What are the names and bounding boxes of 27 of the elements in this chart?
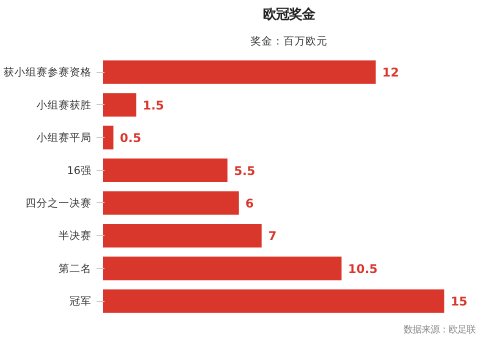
data-label: 12 bbox=[382, 66, 399, 80]
data-label: 6 bbox=[245, 196, 254, 210]
bar bbox=[102, 158, 228, 184]
chart-title: 欧冠奖金 bbox=[263, 8, 316, 22]
y-tick-label: 小组赛获胜 bbox=[36, 98, 92, 112]
data-label: 7 bbox=[268, 229, 277, 244]
bar bbox=[102, 190, 240, 216]
y-tick-label: 四分之一决赛 bbox=[26, 196, 92, 210]
y-tick-label: 半决赛 bbox=[58, 229, 92, 242]
y-tick-label: 第二名 bbox=[58, 262, 92, 275]
bar bbox=[102, 256, 343, 282]
data-label: 1.5 bbox=[142, 98, 164, 112]
source-note: 数据来源：欧足联 bbox=[404, 324, 476, 336]
y-tick-label: 16强 bbox=[66, 164, 92, 177]
y-tick-label: 获小组赛参赛资格 bbox=[4, 66, 92, 79]
bar bbox=[102, 59, 377, 85]
bar bbox=[102, 222, 263, 248]
data-label: 10.5 bbox=[348, 262, 378, 276]
data-label: 5.5 bbox=[234, 164, 256, 178]
data-label: 0.5 bbox=[120, 131, 142, 146]
bar bbox=[102, 92, 138, 118]
bar bbox=[102, 288, 446, 314]
chart-subtitle: 奖金：百万欧元 bbox=[250, 34, 328, 48]
data-label: 15 bbox=[450, 294, 468, 309]
y-tick-label: 小组赛平局 bbox=[36, 131, 92, 144]
y-tick-label: 冠军 bbox=[70, 294, 92, 308]
bar bbox=[102, 124, 114, 150]
